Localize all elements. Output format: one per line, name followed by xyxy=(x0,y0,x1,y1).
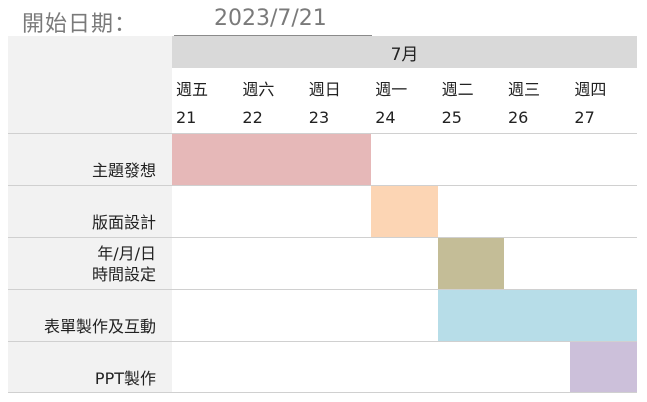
weekday-label: 週四 xyxy=(574,80,607,99)
task-bar[interactable] xyxy=(371,186,438,237)
task-name[interactable]: 版面設計 xyxy=(91,213,156,232)
day-number: 23 xyxy=(308,108,330,127)
task-name[interactable]: 年/月/日 時間設定 xyxy=(91,244,156,284)
task-row: PPT製作 xyxy=(8,341,637,393)
task-label-cell: PPT製作 xyxy=(8,342,172,393)
day-number: 25 xyxy=(441,108,462,127)
task-row: 版面設計 xyxy=(8,185,637,237)
task-name[interactable]: 表單製作及互動 xyxy=(43,317,156,336)
task-row: 表單製作及互動 xyxy=(8,289,637,341)
day-number: 21 xyxy=(176,108,197,127)
task-row: 年/月/日 時間設定 xyxy=(8,237,637,289)
task-label-cell: 年/月/日 時間設定 xyxy=(8,238,172,289)
grid-bottom-border xyxy=(8,392,637,393)
day-number: 24 xyxy=(375,108,396,127)
day-number: 27 xyxy=(574,108,595,127)
start-date-label: 開始日期： xyxy=(22,12,138,37)
task-bar[interactable] xyxy=(172,134,372,185)
task-bar[interactable] xyxy=(437,290,637,341)
task-bar[interactable] xyxy=(570,342,637,393)
weekday-label: 週日 xyxy=(308,80,341,99)
weekday-label: 週二 xyxy=(441,80,474,99)
task-label-cell: 主題發想 xyxy=(8,134,172,185)
task-label-cell: 版面設計 xyxy=(8,186,172,237)
gantt-chart: 7月 週五 21 週六 22 週日 23 週一 24 週二 25 週三 26 週四 27 主題發想版面設計… xyxy=(8,36,637,393)
month-header: 7月 xyxy=(172,36,637,68)
task-name[interactable]: 主題發想 xyxy=(91,161,156,180)
weekday-label: 週六 xyxy=(242,80,275,99)
task-row: 主題發想 xyxy=(8,133,637,185)
day-number: 22 xyxy=(242,108,263,127)
task-label-cell: 表單製作及互動 xyxy=(8,290,172,341)
weekday-label: 週三 xyxy=(508,80,541,99)
task-name[interactable]: PPT製作 xyxy=(94,369,156,388)
day-number: 26 xyxy=(508,108,529,127)
task-bar[interactable] xyxy=(437,238,504,289)
weekday-label: 週一 xyxy=(375,80,408,99)
start-date-value[interactable]: 2023/7/21 xyxy=(214,6,327,31)
label-column-header xyxy=(8,36,172,133)
weekday-label: 週五 xyxy=(176,80,209,99)
